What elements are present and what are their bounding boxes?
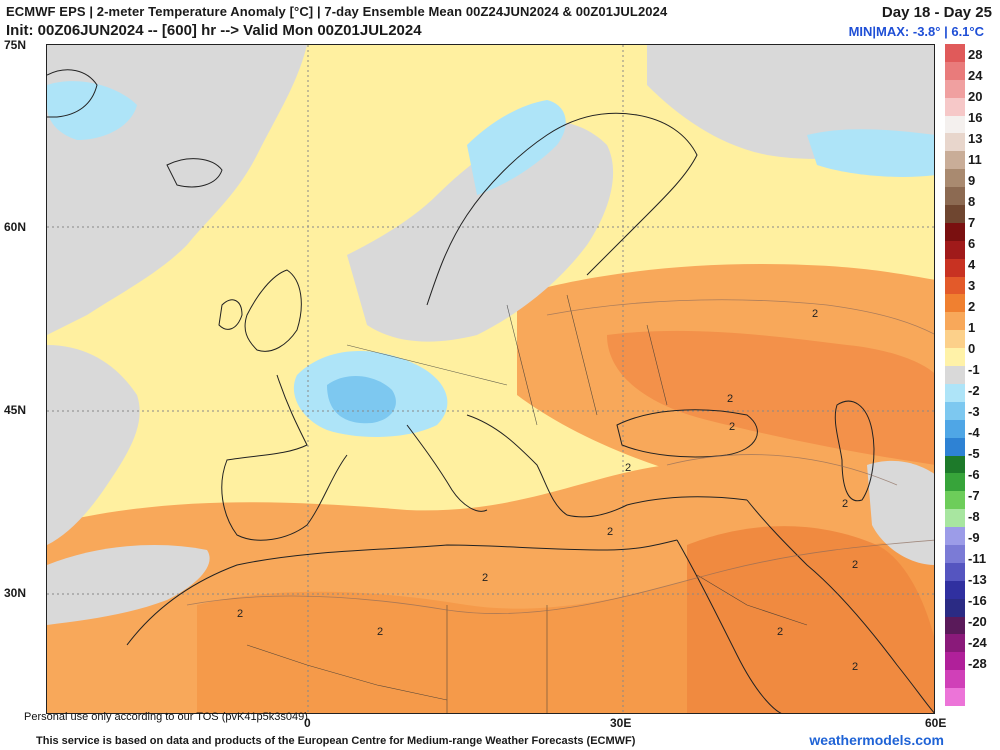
- colorbar-swatch: [945, 97, 965, 117]
- colorbar-swatch: [945, 598, 965, 618]
- colorbar-swatch: [945, 330, 965, 349]
- colorbar-label: -2: [968, 383, 980, 398]
- colorbar-label: 1: [968, 320, 976, 335]
- colorbar-label: -9: [968, 530, 980, 545]
- colorbar-swatch: [945, 205, 965, 224]
- colorbar-label: 7: [968, 215, 976, 230]
- min-max-readout: MIN|MAX: -3.8° | 6.1°C: [848, 24, 984, 39]
- colorbar-label: -7: [968, 488, 980, 503]
- colorbar-swatch: [945, 419, 965, 439]
- colorbar-swatch: [945, 383, 965, 403]
- colorbar-swatch: [945, 151, 965, 170]
- colorbar-label: 8: [968, 194, 976, 209]
- colorbar-label: 11: [968, 152, 982, 167]
- colorbar-swatch: [945, 133, 965, 152]
- colorbar-swatch: [945, 562, 965, 582]
- lat-label-30n: 30N: [4, 586, 27, 600]
- colorbar-swatch: [945, 437, 965, 456]
- colorbar-label: -1: [968, 362, 980, 377]
- colorbar-swatch: [945, 115, 965, 134]
- colorbar-swatch: [945, 294, 965, 313]
- lat-label-60n: 60N: [4, 220, 27, 234]
- colorbar-label: -16: [968, 593, 987, 608]
- colorbar-swatch: [945, 401, 965, 421]
- colorbar-swatch: [945, 79, 965, 99]
- colorbar-label: 9: [968, 173, 976, 188]
- colorbar-swatch: [945, 276, 965, 295]
- colorbar-swatch: [945, 634, 965, 653]
- colorbar-label: -20: [968, 614, 987, 629]
- colorbar-swatch: [945, 169, 965, 188]
- contour-label: 2: [852, 661, 858, 673]
- personal-use-notice: Personal use only according to our TOS (…: [24, 711, 308, 723]
- colorbar-label: 2: [968, 299, 976, 314]
- colorbar-label: 0: [968, 341, 976, 356]
- ecmwf-attribution: This service is based on data and produc…: [36, 735, 636, 747]
- colorbar-label: -4: [968, 425, 980, 440]
- colorbar-label: -6: [968, 467, 980, 482]
- colorbar-label: 16: [968, 110, 983, 125]
- colorbar-label: -24: [968, 635, 987, 650]
- colorbar-label: 28: [968, 47, 983, 62]
- colorbar-swatch: [945, 616, 965, 635]
- colorbar-label: 13: [968, 131, 983, 146]
- colorbar-swatch: [945, 258, 965, 278]
- colorbar-swatch: [945, 652, 965, 671]
- colorbar-swatch: [945, 544, 965, 564]
- colorbar-swatch: [945, 312, 965, 331]
- colorbar-label: 24: [968, 68, 983, 83]
- colorbar-swatch: [945, 366, 965, 385]
- colorbar-label: 4: [968, 257, 976, 272]
- colorbar-label: 6: [968, 236, 976, 251]
- contour-label: 2: [482, 572, 488, 584]
- colorbar-swatch: [945, 348, 965, 367]
- lon-label-60e: 60E: [925, 716, 947, 730]
- colorbar-label: -28: [968, 656, 987, 671]
- colorbar-swatch: [945, 240, 965, 260]
- lon-label-30e: 30E: [610, 716, 632, 730]
- contour-label: 2: [727, 393, 733, 405]
- colorbar-label: -5: [968, 446, 980, 461]
- colorbar-swatch: [945, 455, 965, 474]
- colorbar-label: -8: [968, 509, 980, 524]
- colorbar-label: -3: [968, 404, 980, 419]
- lat-label-75n: 75N: [4, 38, 27, 52]
- colorbar-swatch: [945, 61, 965, 81]
- colorbar-swatch: [945, 473, 965, 492]
- colorbar-swatch: [945, 527, 965, 546]
- colorbar-swatch: [945, 222, 965, 242]
- colorbar-swatch: [945, 688, 965, 707]
- colorbar-swatch: [945, 670, 965, 689]
- colorbar-label: -11: [968, 551, 987, 566]
- contour-label: 2: [237, 608, 243, 620]
- forecast-period: Day 18 - Day 25: [881, 4, 992, 21]
- colorbar-swatch: [945, 44, 965, 63]
- colorbar-label: 20: [968, 89, 983, 104]
- anomaly-map: 2 2 2 2 2 2 2 2 2 2 2 2: [46, 44, 935, 714]
- colorbar-swatch: [945, 580, 965, 600]
- map-title: ECMWF EPS | 2-meter Temperature Anomaly …: [6, 4, 668, 19]
- contour-label: 2: [607, 526, 613, 538]
- contour-label: 2: [729, 421, 735, 433]
- contour-label: 2: [625, 462, 631, 474]
- colorbar-swatch: [945, 509, 965, 528]
- contour-label: 2: [777, 626, 783, 638]
- init-time: Init: 00Z06JUN2024 -- [600] hr --> Valid…: [6, 22, 422, 39]
- lon-label-0: 0: [304, 716, 311, 730]
- contour-label: 2: [842, 498, 848, 510]
- brand-link[interactable]: weathermodels.com: [809, 732, 944, 748]
- contour-label: 2: [377, 626, 383, 638]
- contour-label: 2: [852, 559, 858, 571]
- colorbar-swatch: [945, 187, 965, 206]
- colorbar-label: 3: [968, 278, 976, 293]
- contour-label: 2: [812, 308, 818, 320]
- colorbar-swatch: [945, 491, 965, 510]
- colorbar: [945, 44, 965, 707]
- lat-label-45n: 45N: [4, 403, 27, 417]
- colorbar-label: -13: [968, 572, 987, 587]
